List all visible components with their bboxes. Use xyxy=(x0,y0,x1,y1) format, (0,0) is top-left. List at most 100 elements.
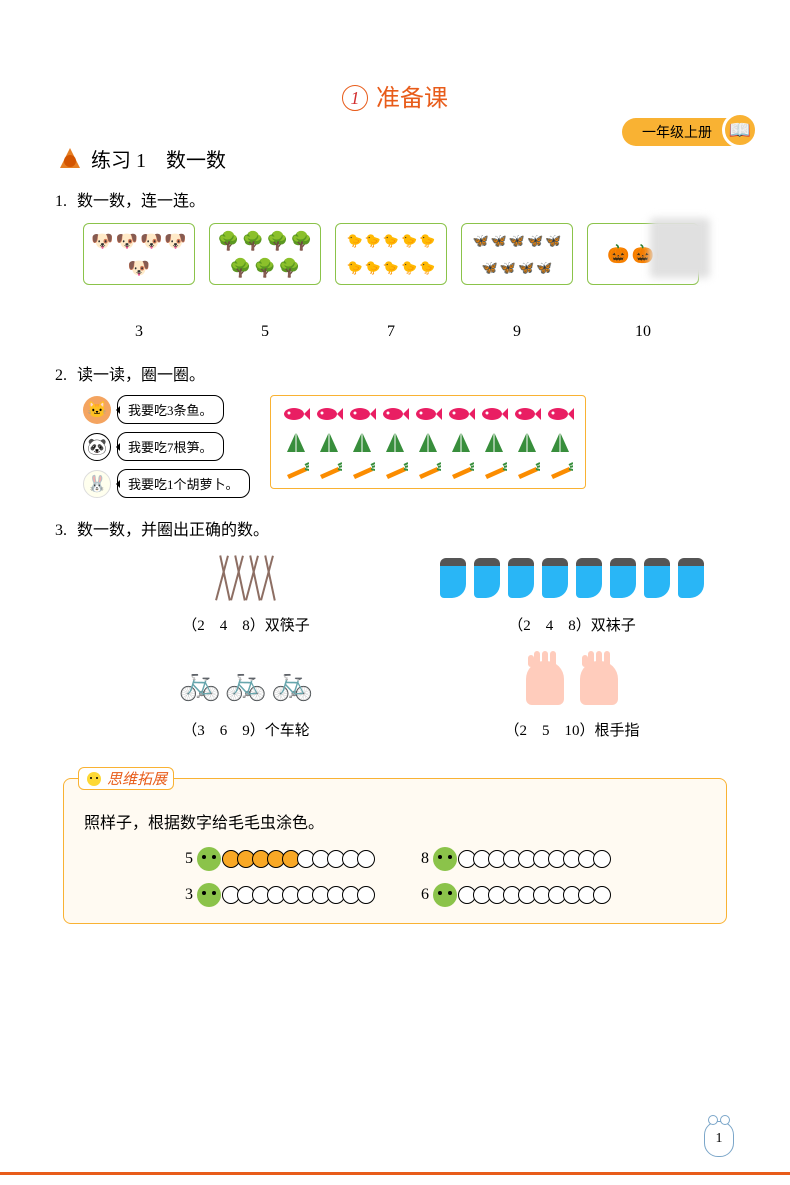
speech-bubble: 我要吃1个胡萝卜。 xyxy=(117,469,250,498)
q1-numbers: 3579 10 xyxy=(83,323,735,341)
q1-number: 9 xyxy=(461,323,573,341)
bubble-row-cat: 🐱我要吃3条鱼。 xyxy=(83,395,250,424)
panda-icon: 🐼 xyxy=(83,433,111,461)
q1-box-0: 🐶🐶🐶🐶🐶 xyxy=(83,223,195,285)
fish-icon xyxy=(314,402,344,426)
q3-label: （2 4 8）双筷子 xyxy=(83,614,409,635)
caterpillar-grid: 5 8 3 6 xyxy=(84,847,706,907)
cat-icon: 🐱 xyxy=(83,396,111,424)
q3-tricycles: 🚲🚲🚲 （3 6 9）个车轮 xyxy=(83,655,409,740)
bamboo-icon xyxy=(512,430,542,454)
speech-bubble: 我要吃3条鱼。 xyxy=(117,395,224,424)
carrot-icon xyxy=(281,458,311,482)
q1-boxes: 🐶🐶🐶🐶🐶🌳🌳🌳🌳🌳🌳🌳🐤🐤🐤🐤🐤🐤🐤🐤🐤🐤🦋🦋🦋🦋🦋🦋🦋🦋🦋🎃🎃🎃 xyxy=(83,223,735,285)
caterpillar-body xyxy=(225,886,375,904)
fish-icon xyxy=(512,402,542,426)
grade-text: 一年级上册 xyxy=(642,122,712,142)
caterpillar-segment xyxy=(357,850,375,868)
tiger-icon xyxy=(85,770,103,788)
caterpillar-head-icon xyxy=(433,883,457,907)
caterpillar-3: 3 xyxy=(179,883,375,907)
caterpillar-segment xyxy=(593,850,611,868)
bamboo-icon xyxy=(446,430,476,454)
bunny-icon: 🐰 xyxy=(83,470,111,498)
book-icon: 📖 xyxy=(722,112,758,148)
bamboo-icon xyxy=(545,430,575,454)
carrot-icon xyxy=(545,458,575,482)
q3-chopsticks: （2 4 8）双筷子 xyxy=(83,550,409,635)
q3-label: （3 6 9）个车轮 xyxy=(83,719,409,740)
q3-grid: （2 4 8）双筷子（2 4 8）双袜子🚲🚲🚲 （3 6 9）个车轮（2 5 10… xyxy=(83,550,735,760)
q2-speech-bubbles: 🐱我要吃3条鱼。🐼我要吃7根笋。🐰我要吃1个胡萝卜。 xyxy=(83,395,250,498)
fish-icon xyxy=(479,402,509,426)
q3-hands: （2 5 10）根手指 xyxy=(409,655,735,740)
socks-image xyxy=(409,550,735,606)
q2-prompt: 2.读一读，圈一圈。 xyxy=(55,361,735,385)
q1-number: 10 xyxy=(587,323,699,341)
fox-icon xyxy=(55,143,85,173)
practice-label: 练习 1 数一数 xyxy=(91,144,226,173)
food-row-carrot xyxy=(281,458,575,482)
caterpillar-head-icon xyxy=(197,883,221,907)
carrot-icon xyxy=(413,458,443,482)
food-row-fish xyxy=(281,402,575,426)
extension-text: 照样子，根据数字给毛毛虫涂色。 xyxy=(84,809,706,833)
q1-box-1: 🌳🌳🌳🌳🌳🌳🌳 xyxy=(209,223,321,285)
bamboo-icon xyxy=(347,430,377,454)
q1-prompt: 1.数一数，连一连。 xyxy=(55,187,735,211)
practice-heading: 练习 1 数一数 xyxy=(55,143,735,173)
chapter-title: 1 准备课 xyxy=(0,78,790,113)
caterpillar-body xyxy=(461,850,611,868)
fish-icon xyxy=(446,402,476,426)
caterpillar-number: 6 xyxy=(415,886,429,904)
caterpillar-body xyxy=(225,850,375,868)
q1-number: 7 xyxy=(335,323,447,341)
caterpillar-6: 6 xyxy=(415,883,611,907)
caterpillar-number: 5 xyxy=(179,850,193,868)
hands-image xyxy=(409,655,735,711)
q1-number: 3 xyxy=(83,323,195,341)
extension-tag: 思维拓展 xyxy=(78,767,174,790)
speech-bubble: 我要吃7根笋。 xyxy=(117,432,224,461)
q1-box-3: 🦋🦋🦋🦋🦋🦋🦋🦋🦋 xyxy=(461,223,573,285)
bubble-row-bunny: 🐰我要吃1个胡萝卜。 xyxy=(83,469,250,498)
fish-icon xyxy=(413,402,443,426)
bamboo-icon xyxy=(479,430,509,454)
carrot-icon xyxy=(314,458,344,482)
tricycles-image: 🚲🚲🚲 xyxy=(83,655,409,711)
chopsticks-image xyxy=(83,550,409,606)
qr-code xyxy=(650,218,710,278)
carrot-icon xyxy=(347,458,377,482)
caterpillar-head-icon xyxy=(197,847,221,871)
caterpillar-number: 8 xyxy=(415,850,429,868)
q3-label: （2 4 8）双袜子 xyxy=(409,614,735,635)
caterpillar-segment xyxy=(357,886,375,904)
bamboo-icon xyxy=(413,430,443,454)
fish-icon xyxy=(380,402,410,426)
carrot-icon xyxy=(512,458,542,482)
bamboo-icon xyxy=(314,430,344,454)
caterpillar-body xyxy=(461,886,611,904)
chapter-number: 1 xyxy=(342,85,368,111)
q1-box-2: 🐤🐤🐤🐤🐤🐤🐤🐤🐤🐤 xyxy=(335,223,447,285)
q3-prompt: 3.数一数，并圈出正确的数。 xyxy=(55,516,735,540)
q2-food-grid xyxy=(270,395,586,489)
fish-icon xyxy=(347,402,377,426)
chapter-name: 准备课 xyxy=(376,86,448,112)
caterpillar-5: 5 xyxy=(179,847,375,871)
caterpillar-segment xyxy=(593,886,611,904)
extension-box: 思维拓展 照样子，根据数字给毛毛虫涂色。 5836 xyxy=(63,778,727,924)
q1-number: 5 xyxy=(209,323,321,341)
bamboo-icon xyxy=(380,430,410,454)
carrot-icon xyxy=(446,458,476,482)
caterpillar-number: 3 xyxy=(179,886,193,904)
grade-badge: 一年级上册 📖 xyxy=(622,118,752,146)
bamboo-icon xyxy=(281,430,311,454)
carrot-icon xyxy=(380,458,410,482)
bottom-border xyxy=(0,1172,790,1175)
fish-icon xyxy=(545,402,575,426)
caterpillar-8: 8 xyxy=(415,847,611,871)
food-row-bamboo xyxy=(281,430,575,454)
bubble-row-panda: 🐼我要吃7根笋。 xyxy=(83,432,250,461)
carrot-icon xyxy=(479,458,509,482)
